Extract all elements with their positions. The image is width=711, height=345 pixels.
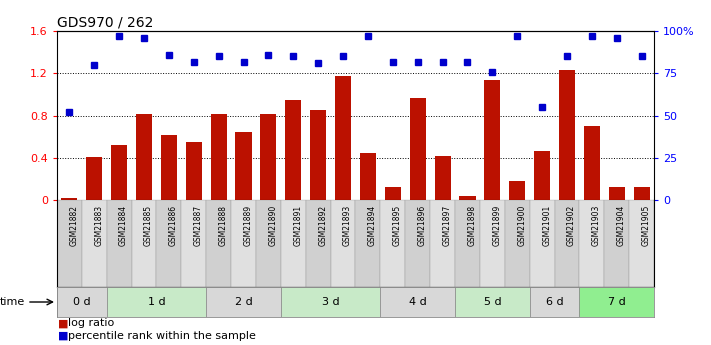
- Text: GSM21882: GSM21882: [70, 205, 78, 246]
- Text: GSM21899: GSM21899: [492, 205, 501, 246]
- Text: 3 d: 3 d: [322, 297, 339, 307]
- Bar: [480, 200, 505, 287]
- Text: GSM21892: GSM21892: [318, 205, 327, 246]
- Text: GSM21901: GSM21901: [542, 205, 551, 246]
- Bar: [281, 200, 306, 287]
- Text: GSM21897: GSM21897: [442, 205, 451, 246]
- Bar: [579, 287, 654, 317]
- Text: GSM21895: GSM21895: [392, 205, 402, 246]
- Bar: [210, 114, 227, 200]
- Bar: [405, 200, 430, 287]
- Text: GSM21894: GSM21894: [368, 205, 377, 246]
- Bar: [335, 76, 351, 200]
- Text: GSM21903: GSM21903: [592, 205, 601, 246]
- Text: GSM21904: GSM21904: [616, 205, 626, 246]
- Text: 4 d: 4 d: [409, 297, 427, 307]
- Bar: [534, 151, 550, 200]
- Bar: [380, 287, 455, 317]
- Bar: [455, 287, 530, 317]
- Text: GSM21902: GSM21902: [567, 205, 576, 246]
- Text: 6 d: 6 d: [546, 297, 563, 307]
- Text: log ratio: log ratio: [68, 318, 114, 328]
- Bar: [61, 198, 77, 200]
- Bar: [385, 187, 401, 200]
- Bar: [360, 153, 376, 200]
- Text: GSM21891: GSM21891: [293, 205, 302, 246]
- Bar: [256, 200, 281, 287]
- Bar: [57, 200, 82, 287]
- Text: GSM21889: GSM21889: [243, 205, 252, 246]
- Bar: [181, 200, 206, 287]
- Text: 1 d: 1 d: [148, 297, 165, 307]
- Bar: [186, 142, 202, 200]
- Bar: [459, 196, 476, 200]
- Bar: [509, 181, 525, 200]
- Bar: [584, 126, 600, 200]
- Text: 0 d: 0 d: [73, 297, 90, 307]
- Bar: [111, 145, 127, 200]
- Text: ■: ■: [58, 318, 69, 328]
- Bar: [559, 70, 575, 200]
- Bar: [206, 200, 231, 287]
- Text: 2 d: 2 d: [235, 297, 252, 307]
- Bar: [86, 157, 102, 200]
- Bar: [235, 131, 252, 200]
- Bar: [555, 200, 579, 287]
- Bar: [410, 98, 426, 200]
- Text: percentile rank within the sample: percentile rank within the sample: [68, 331, 255, 341]
- Bar: [484, 80, 501, 200]
- Bar: [156, 200, 181, 287]
- Text: GSM21884: GSM21884: [119, 205, 128, 246]
- Text: GSM21887: GSM21887: [193, 205, 203, 246]
- Text: GSM21890: GSM21890: [268, 205, 277, 246]
- Bar: [629, 200, 654, 287]
- Bar: [107, 200, 132, 287]
- Bar: [231, 200, 256, 287]
- Bar: [579, 200, 604, 287]
- Bar: [161, 135, 177, 200]
- Text: GSM21893: GSM21893: [343, 205, 352, 246]
- Bar: [136, 114, 152, 200]
- Text: 5 d: 5 d: [483, 297, 501, 307]
- Bar: [434, 156, 451, 200]
- Text: time: time: [0, 297, 25, 307]
- Text: GSM21896: GSM21896: [418, 205, 427, 246]
- Text: GSM21898: GSM21898: [468, 205, 476, 246]
- Text: GDS970 / 262: GDS970 / 262: [57, 16, 154, 30]
- Bar: [82, 200, 107, 287]
- Bar: [530, 200, 555, 287]
- Bar: [604, 200, 629, 287]
- Text: 7 d: 7 d: [608, 297, 626, 307]
- Text: GSM21888: GSM21888: [219, 205, 228, 246]
- Bar: [430, 200, 455, 287]
- Bar: [505, 200, 530, 287]
- Bar: [530, 287, 579, 317]
- Bar: [455, 200, 480, 287]
- Bar: [260, 114, 277, 200]
- Bar: [310, 110, 326, 200]
- Bar: [206, 287, 281, 317]
- Text: GSM21905: GSM21905: [641, 205, 651, 246]
- Bar: [380, 200, 405, 287]
- Bar: [331, 200, 356, 287]
- Text: GSM21885: GSM21885: [144, 205, 153, 246]
- Bar: [281, 287, 380, 317]
- Bar: [306, 200, 331, 287]
- Bar: [57, 287, 107, 317]
- Text: GSM21886: GSM21886: [169, 205, 178, 246]
- Text: GSM21900: GSM21900: [517, 205, 526, 246]
- Text: ■: ■: [58, 331, 69, 341]
- Bar: [609, 187, 625, 200]
- Bar: [634, 187, 650, 200]
- Bar: [356, 200, 380, 287]
- Bar: [285, 100, 301, 200]
- Bar: [107, 287, 206, 317]
- Bar: [132, 200, 156, 287]
- Text: GSM21883: GSM21883: [94, 205, 103, 246]
